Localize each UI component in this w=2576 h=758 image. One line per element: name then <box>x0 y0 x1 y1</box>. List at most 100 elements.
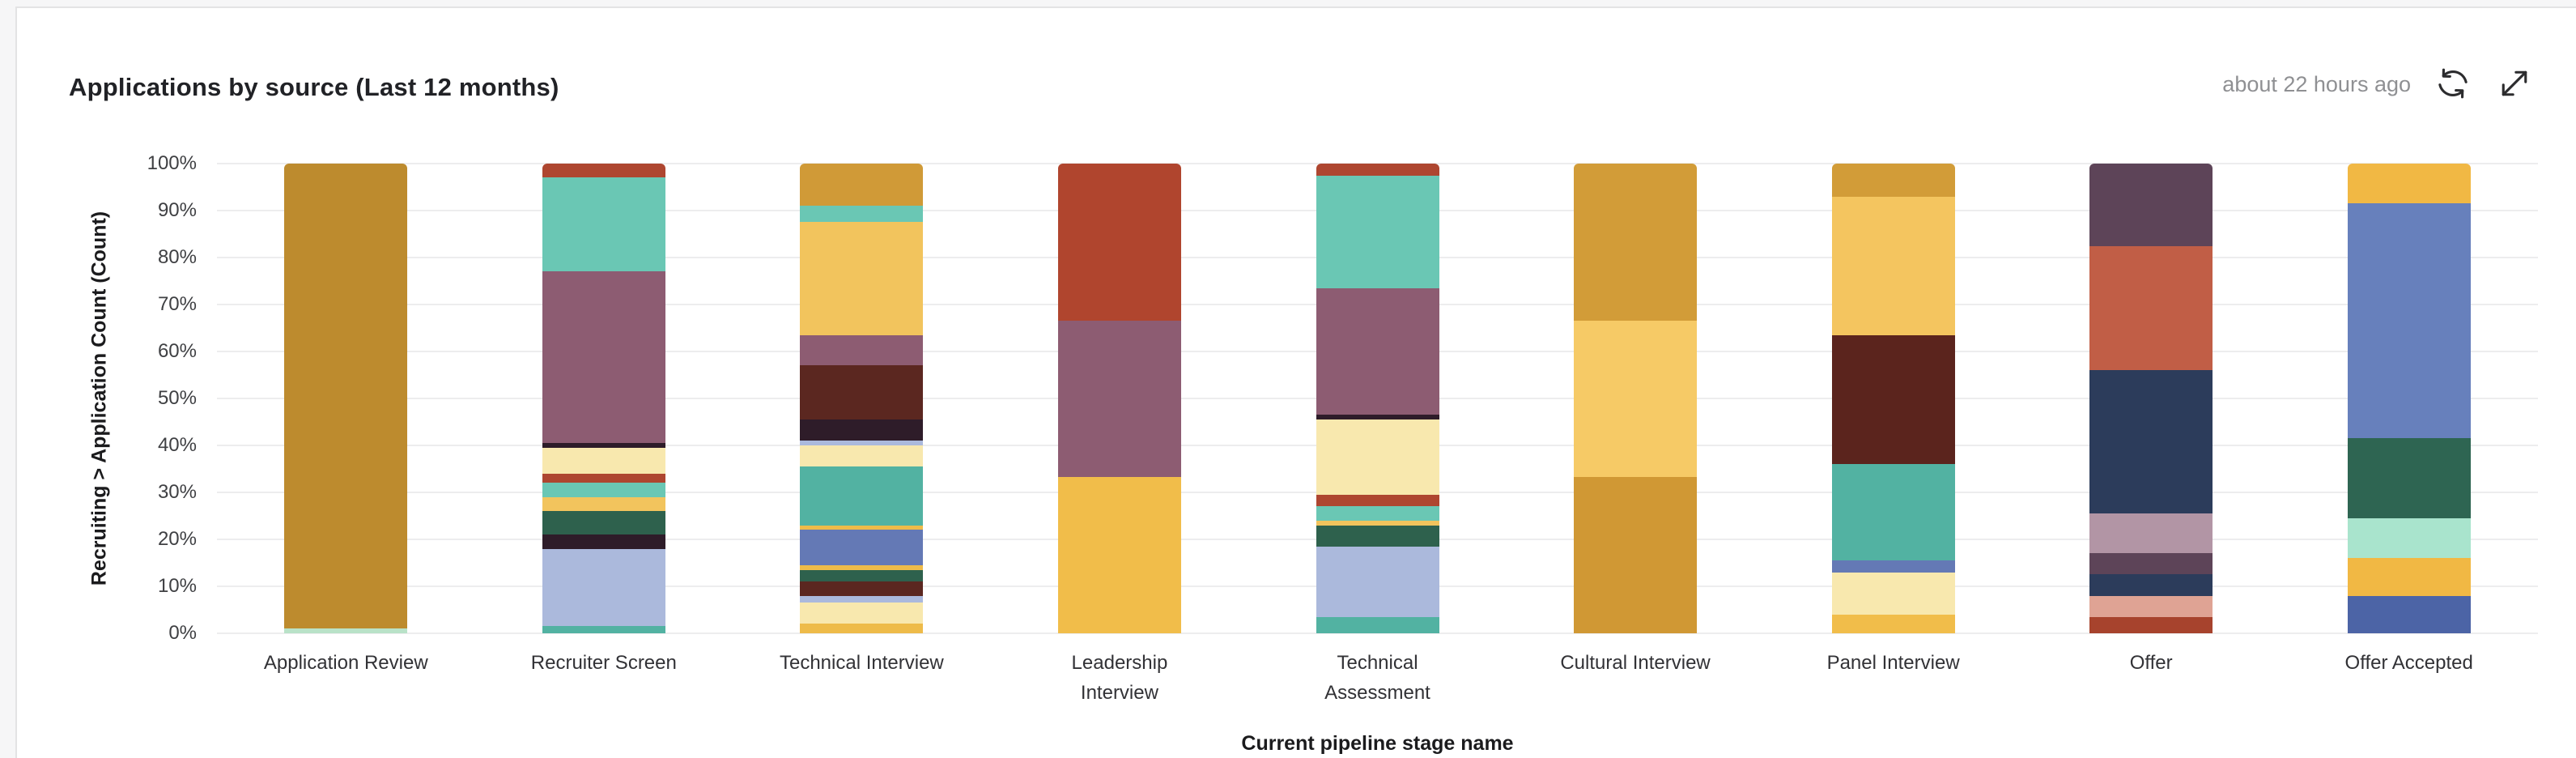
bar-segment[interactable] <box>800 581 924 596</box>
bar-segment[interactable] <box>542 271 665 444</box>
expand-button[interactable] <box>2495 65 2534 104</box>
bar-recruiter-screen[interactable] <box>542 164 665 633</box>
bar-segment[interactable] <box>2347 438 2471 518</box>
bar-segment[interactable] <box>542 443 665 448</box>
bar-segment[interactable] <box>542 496 665 512</box>
bar-segment[interactable] <box>2089 245 2213 371</box>
bar-segment[interactable] <box>2089 370 2213 514</box>
bar-segment[interactable] <box>800 222 924 335</box>
bar-segment[interactable] <box>1316 506 1439 521</box>
bar-segment[interactable] <box>1316 175 1439 288</box>
bar-segment[interactable] <box>2089 513 2213 554</box>
refresh-button[interactable] <box>2434 65 2472 104</box>
bar-segment[interactable] <box>800 595 924 603</box>
bar-segment[interactable] <box>1831 464 1955 561</box>
bar-segment[interactable] <box>542 626 665 633</box>
bar-segment[interactable] <box>1316 525 1439 547</box>
bar-segment[interactable] <box>800 530 924 565</box>
bar-segment[interactable] <box>800 164 924 207</box>
bar-segment[interactable] <box>1574 320 1698 477</box>
bar-segment[interactable] <box>800 525 924 530</box>
bar-segment[interactable] <box>542 534 665 549</box>
bar-segment[interactable] <box>1316 494 1439 507</box>
bar-offer-accepted[interactable] <box>2347 164 2471 633</box>
y-tick-label: 20% <box>157 528 197 550</box>
chart-title: Applications by source (Last 12 months) <box>69 73 559 101</box>
y-tick-label: 10% <box>157 575 197 597</box>
refresh-icon <box>2435 66 2471 104</box>
bar-segment[interactable] <box>2089 553 2213 575</box>
bar-segment[interactable] <box>2347 517 2471 559</box>
bar-segment[interactable] <box>1831 614 1955 633</box>
gridline <box>217 632 2538 634</box>
bar-segment[interactable] <box>1831 572 1955 615</box>
bar-segment[interactable] <box>1316 164 1439 176</box>
bar-segment[interactable] <box>800 419 924 441</box>
x-tick-label: Technical Assessment <box>1324 652 1430 704</box>
bar-segment[interactable] <box>542 511 665 535</box>
bar-segment[interactable] <box>800 445 924 467</box>
bar-segment[interactable] <box>2347 164 2471 204</box>
bar-segment[interactable] <box>1057 164 1181 321</box>
bar-segment[interactable] <box>1316 419 1439 495</box>
bar-segment[interactable] <box>1574 476 1698 633</box>
bar-segment[interactable] <box>542 177 665 272</box>
bar-segment[interactable] <box>800 466 924 526</box>
bar-segment[interactable] <box>542 164 665 178</box>
x-tick-label: Offer <box>2129 652 2173 674</box>
plot-area <box>217 163 2538 634</box>
chart-meta: about 22 hours ago <box>2222 65 2534 104</box>
bar-segment[interactable] <box>542 447 665 474</box>
bar-segment[interactable] <box>2347 203 2471 439</box>
bar-application-review[interactable] <box>284 164 408 633</box>
bar-segment[interactable] <box>800 624 924 633</box>
y-tick-label: 70% <box>157 293 197 315</box>
bar-segment[interactable] <box>2089 164 2213 246</box>
bar-segment[interactable] <box>1057 476 1181 633</box>
bar-segment[interactable] <box>542 473 665 483</box>
bar-segment[interactable] <box>1831 164 1955 197</box>
bar-segment[interactable] <box>284 628 408 633</box>
bar-segment[interactable] <box>1316 287 1439 415</box>
bar-panel-interview[interactable] <box>1831 164 1955 633</box>
bar-segment[interactable] <box>1831 560 1955 573</box>
bar-segment[interactable] <box>284 164 408 629</box>
bar-segment[interactable] <box>800 334 924 366</box>
chart-card: Applications by source (Last 12 months) … <box>15 6 2576 758</box>
x-tick-label: Technical Interview <box>779 652 944 674</box>
bar-segment[interactable] <box>2089 574 2213 596</box>
bar-segment[interactable] <box>2347 558 2471 596</box>
bar-segment[interactable] <box>1831 334 1955 465</box>
y-tick-label: 60% <box>157 340 197 362</box>
bar-segment[interactable] <box>1057 320 1181 477</box>
bar-segment[interactable] <box>1316 520 1439 526</box>
bar-segment[interactable] <box>800 564 924 570</box>
bar-segment[interactable] <box>1316 546 1439 617</box>
bar-segment[interactable] <box>2089 616 2213 633</box>
x-tick-label: Recruiter Screen <box>530 652 677 674</box>
y-tick-label: 30% <box>157 481 197 503</box>
x-tick-label: Leadership Interview <box>1071 652 1168 704</box>
y-tick-label: 100% <box>147 152 197 174</box>
bar-segment[interactable] <box>800 365 924 420</box>
bar-segment[interactable] <box>800 206 924 223</box>
bar-cultural-interview[interactable] <box>1574 164 1698 633</box>
bar-technical-assessment[interactable] <box>1316 164 1439 633</box>
bar-segment[interactable] <box>800 569 924 582</box>
bar-segment[interactable] <box>1831 196 1955 335</box>
bar-segment[interactable] <box>542 548 665 627</box>
bar-offer[interactable] <box>2089 164 2213 633</box>
bar-segment[interactable] <box>1316 415 1439 420</box>
y-tick-label: 50% <box>157 387 197 409</box>
bar-segment[interactable] <box>1316 616 1439 633</box>
x-tick-label: Cultural Interview <box>1560 652 1711 674</box>
bar-technical-interview[interactable] <box>800 164 924 633</box>
bar-segment[interactable] <box>542 483 665 497</box>
bar-segment[interactable] <box>2347 595 2471 633</box>
bar-leadership-interview[interactable] <box>1057 164 1181 633</box>
bar-segment[interactable] <box>2089 595 2213 617</box>
bar-segment[interactable] <box>800 603 924 624</box>
bar-segment[interactable] <box>800 441 924 445</box>
bar-segment[interactable] <box>1574 164 1698 321</box>
